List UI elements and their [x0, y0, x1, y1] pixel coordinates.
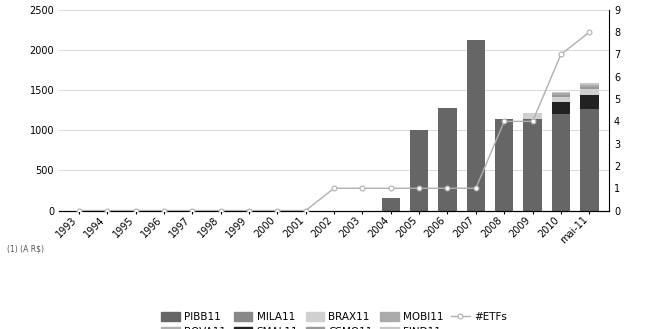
- Bar: [580, 85, 599, 87]
- Bar: [580, 110, 599, 211]
- Bar: [523, 113, 542, 119]
- Bar: [523, 119, 542, 211]
- #ETFs: [387, 186, 395, 190]
- #ETFs: [302, 209, 310, 213]
- Bar: [410, 130, 428, 211]
- #ETFs: [472, 186, 479, 190]
- #ETFs: [500, 119, 508, 123]
- Bar: [552, 97, 570, 102]
- Bar: [466, 40, 485, 211]
- Line: #ETFs: #ETFs: [77, 30, 591, 213]
- Bar: [552, 92, 570, 93]
- #ETFs: [75, 209, 83, 213]
- #ETFs: [245, 209, 253, 213]
- Bar: [552, 102, 570, 114]
- Bar: [580, 83, 599, 85]
- #ETFs: [443, 186, 451, 190]
- #ETFs: [529, 119, 536, 123]
- #ETFs: [557, 53, 565, 57]
- Bar: [580, 89, 599, 94]
- Bar: [552, 95, 570, 97]
- #ETFs: [330, 186, 338, 190]
- #ETFs: [273, 209, 281, 213]
- Bar: [580, 94, 599, 110]
- #ETFs: [189, 209, 196, 213]
- #ETFs: [358, 186, 366, 190]
- Legend: PIBB11, BOVA11, MILA11, SMAL11, BRAX11, CSMO11, MOBI11, FIND11, #ETFs: PIBB11, BOVA11, MILA11, SMAL11, BRAX11, …: [162, 312, 506, 329]
- #ETFs: [160, 209, 168, 213]
- #ETFs: [132, 209, 140, 213]
- #ETFs: [217, 209, 225, 213]
- Bar: [438, 108, 457, 211]
- Bar: [382, 198, 400, 211]
- Bar: [495, 119, 514, 211]
- Bar: [552, 114, 570, 211]
- #ETFs: [415, 186, 423, 190]
- #ETFs: [586, 30, 593, 34]
- Text: (1) (A R$): (1) (A R$): [7, 245, 43, 254]
- Bar: [552, 93, 570, 95]
- #ETFs: [103, 209, 111, 213]
- Bar: [580, 87, 599, 89]
